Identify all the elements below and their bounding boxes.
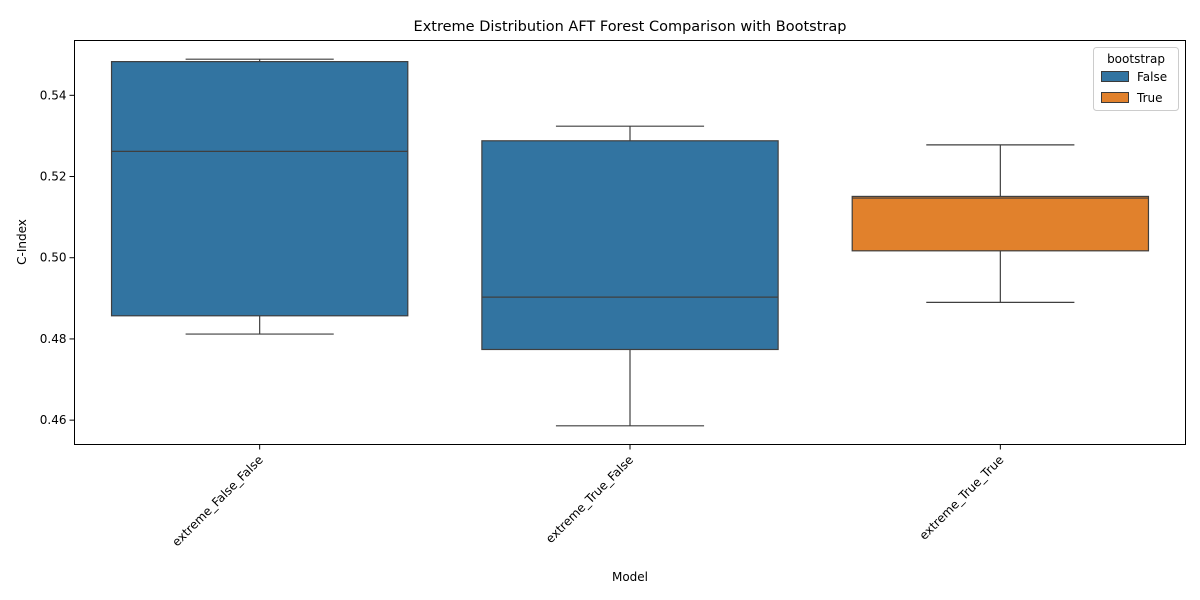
legend-swatch-true <box>1101 92 1129 103</box>
boxes <box>110 58 1150 427</box>
y-axis-label: C-Index <box>15 219 29 265</box>
y-tick-label: 0.52 <box>40 170 67 184</box>
box-iqr <box>110 61 409 317</box>
x-tick-label: extreme_False_False <box>169 453 265 549</box>
box-extreme_True_True <box>851 144 1150 303</box>
y-tick-label: 0.48 <box>40 332 67 346</box>
x-tick-label: extreme_True_True <box>917 453 1007 543</box>
legend-label-true: True <box>1136 91 1163 105</box>
box-extreme_False_False <box>110 58 409 335</box>
box-iqr <box>851 195 1150 252</box>
legend: bootstrap False True <box>1093 47 1179 111</box>
legend-title: bootstrap <box>1107 52 1165 66</box>
legend-label-false: False <box>1137 70 1167 84</box>
y-tick-label: 0.50 <box>40 251 67 265</box>
box-iqr <box>481 140 779 351</box>
y-tick-label: 0.46 <box>40 413 67 427</box>
chart-title: Extreme Distribution AFT Forest Comparis… <box>414 19 847 35</box>
x-axis-label: Model <box>612 570 648 584</box>
legend-swatch-false <box>1101 71 1129 82</box>
box-extreme_True_False <box>481 125 779 427</box>
x-tick-label: extreme_True_False <box>543 453 636 546</box>
x-axis: extreme_False_False extreme_True_False ext… <box>169 444 1007 549</box>
y-tick-label: 0.54 <box>40 88 67 102</box>
y-axis: 0.46 0.48 0.50 0.52 0.54 <box>40 88 75 427</box>
